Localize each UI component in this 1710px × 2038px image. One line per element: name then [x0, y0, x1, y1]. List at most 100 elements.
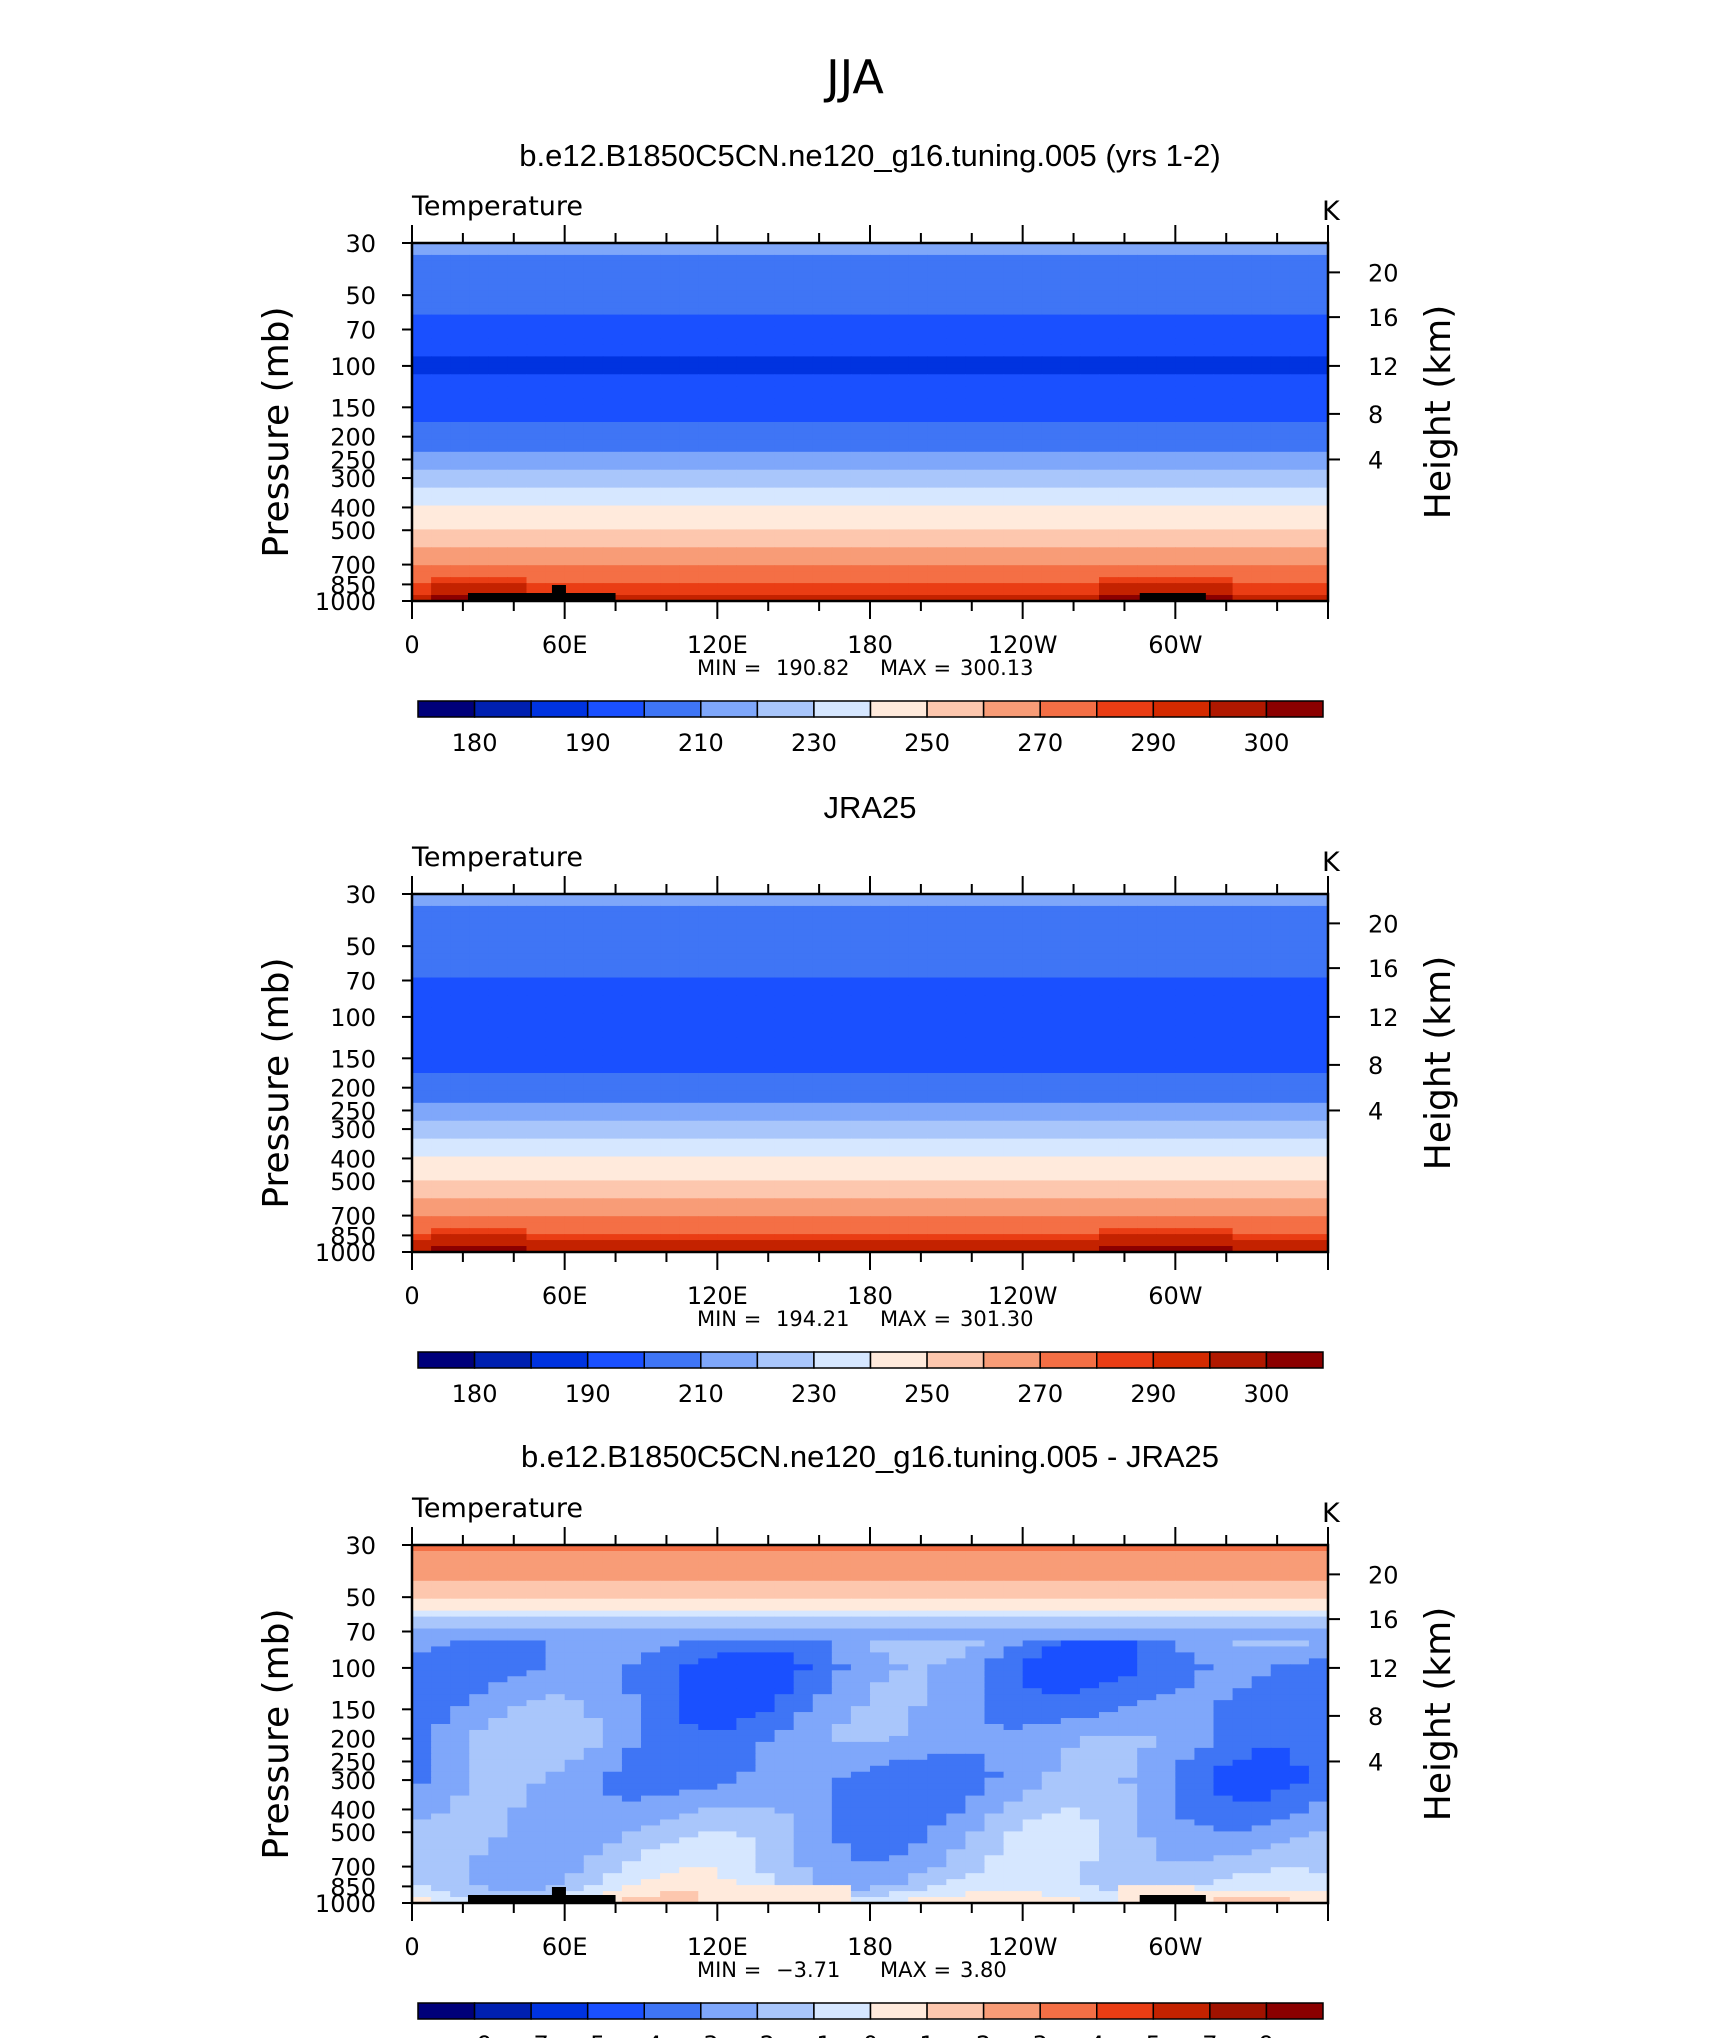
contour-cell: [679, 427, 699, 435]
contour-cell: [450, 571, 470, 578]
contour-cell: [564, 935, 585, 943]
contour-cell: [660, 1120, 680, 1128]
contour-cell: [431, 326, 451, 334]
contour-cell: [412, 499, 432, 507]
contour-cell: [850, 1007, 871, 1014]
contour-cell: [755, 296, 776, 304]
contour-cell: [1156, 368, 1176, 375]
contour-cell: [946, 535, 967, 542]
contour-cell: [641, 947, 661, 955]
contour-cell: [1270, 1126, 1291, 1134]
contour-cell: [621, 583, 642, 590]
contour-cell: [927, 338, 947, 346]
contour-cell: [774, 1138, 795, 1146]
contour-cell: [927, 953, 947, 961]
contour-cell: [1079, 1120, 1100, 1128]
contour-cell: [564, 284, 585, 292]
contour-cell: [736, 302, 757, 310]
contour-cell: [1289, 1043, 1310, 1050]
contour-cell: [450, 894, 470, 901]
contour-cell: [1251, 1019, 1272, 1026]
contour-cell: [736, 1102, 757, 1110]
contour-cell: [1003, 314, 1024, 322]
contour-cell: [870, 529, 890, 536]
contour-cell: [850, 427, 871, 435]
contour-cell: [1041, 1120, 1062, 1128]
contour-cell: [946, 475, 967, 483]
contour-cell: [1137, 243, 1157, 250]
contour-cell: [641, 248, 661, 256]
contour-cell: [660, 362, 680, 369]
contour-cell: [431, 338, 451, 346]
contour-cell: [1118, 983, 1138, 991]
contour-cell: [583, 923, 604, 931]
contour-cell: [1060, 308, 1081, 316]
contour-cell: [755, 1037, 776, 1044]
contour-cell: [698, 493, 718, 501]
contour-cell: [564, 439, 585, 447]
contour-cell: [1194, 445, 1215, 453]
contour-cell: [793, 266, 814, 274]
contour-cell: [431, 433, 451, 441]
contour-cell: [793, 499, 814, 507]
contour-cell: [526, 923, 547, 931]
contour-cell: [1099, 243, 1119, 250]
contour-cell: [889, 374, 909, 381]
contour-cell: [984, 541, 1005, 548]
contour-cell: [641, 481, 661, 489]
contour-cell: [850, 469, 871, 477]
contour-cell: [736, 553, 757, 560]
contour-cell: [908, 1108, 928, 1116]
contour-cell: [1041, 439, 1062, 447]
contour-cell: [698, 362, 718, 369]
contour-cell: [965, 284, 986, 292]
contour-cell: [717, 380, 738, 387]
contour-cell: [1099, 380, 1119, 387]
contour-cell: [1232, 457, 1253, 465]
contour-cell: [698, 308, 718, 316]
contour-cell: [965, 983, 986, 991]
contour-cell: [1289, 577, 1310, 584]
contour-cell: [831, 1001, 852, 1008]
contour-cell: [1003, 1096, 1024, 1104]
contour-cell: [755, 547, 776, 554]
contour-cell: [717, 535, 738, 542]
contour-cell: [927, 977, 947, 985]
contour-cell: [1099, 260, 1119, 268]
contour-cell: [1156, 1025, 1176, 1032]
contour-cell: [488, 929, 509, 937]
contour-cell: [564, 1126, 585, 1134]
contour-cell: [698, 260, 718, 268]
contour-cell: [1041, 422, 1062, 429]
contour-cell: [1251, 929, 1272, 937]
contour-cell: [927, 899, 947, 907]
contour-cell: [431, 1108, 451, 1116]
contour-cell: [469, 911, 489, 919]
contour-cell: [564, 523, 585, 530]
contour-cell: [1156, 1001, 1176, 1008]
contour-cell: [850, 1067, 871, 1074]
contour-cell: [545, 392, 566, 399]
contour-cell: [602, 1019, 623, 1026]
contour-cell: [1175, 398, 1196, 405]
contour-cell: [698, 571, 718, 578]
contour-cell: [831, 965, 852, 973]
contour-cell: [927, 1108, 947, 1116]
y-tick-label: 300: [330, 465, 376, 493]
contour-cell: [736, 1090, 757, 1098]
topography-mask: [467, 593, 616, 601]
contour-cell: [431, 296, 451, 304]
contour-cell: [1213, 947, 1234, 955]
contour-cell: [870, 248, 890, 256]
colorbar-box: [586, 700, 645, 718]
contour-cell: [736, 439, 757, 447]
contour-cell: [812, 1001, 833, 1008]
contour-cell: [621, 266, 642, 274]
contour-cell: [431, 559, 451, 566]
contour-cell: [965, 392, 986, 399]
contour-cell: [1099, 983, 1119, 991]
contour-cell: [850, 1073, 871, 1080]
contour-cell: [507, 1096, 528, 1104]
contour-cell: [774, 284, 795, 292]
contour-cell: [1041, 959, 1062, 967]
